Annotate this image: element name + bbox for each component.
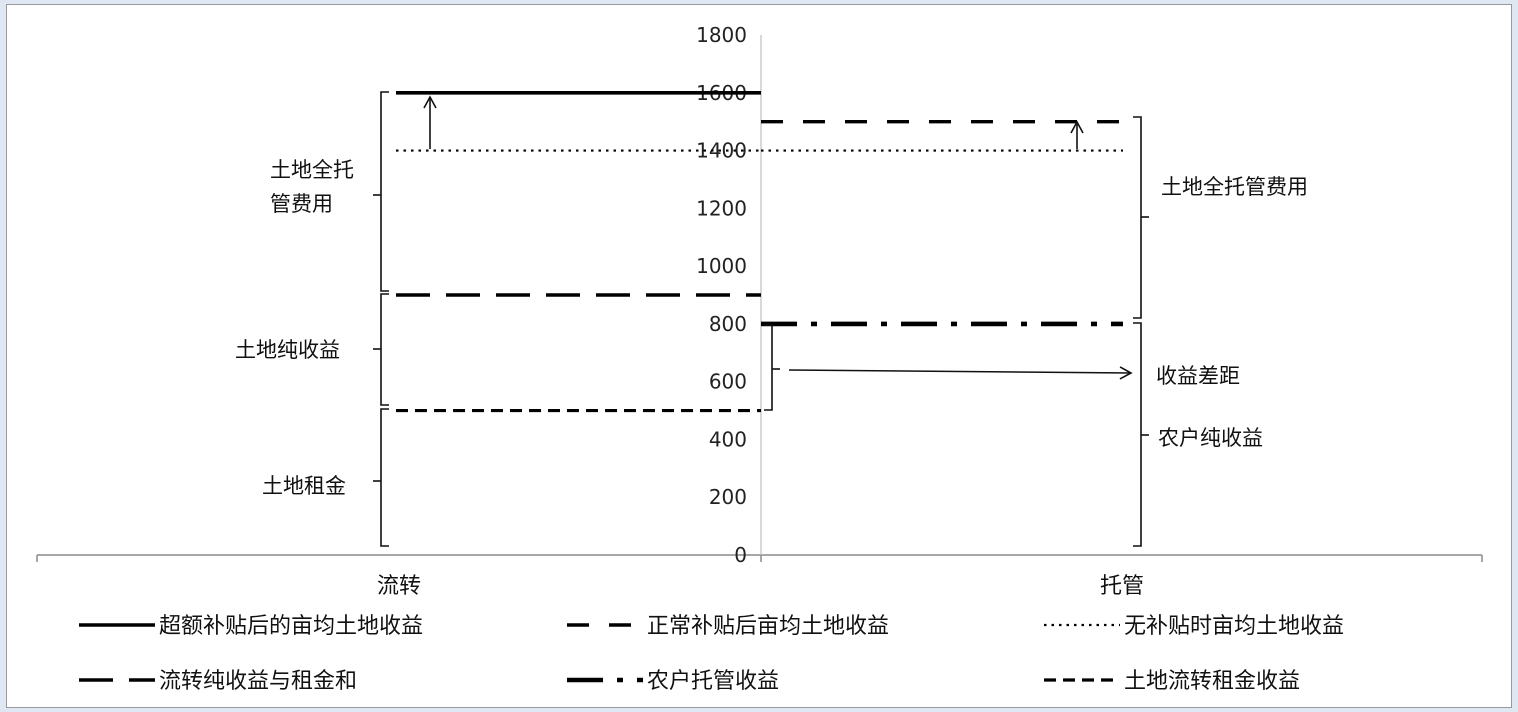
annotation-left-full-fee-line2: 管费用 bbox=[270, 192, 333, 216]
annotation-left-net-income: 土地纯收益 bbox=[235, 338, 340, 362]
brace-right-full-fee bbox=[1133, 116, 1142, 319]
legend-label-2: 正常补贴后亩均土地收益 bbox=[647, 614, 889, 639]
legend-label-6: 土地流转租金收益 bbox=[1124, 669, 1300, 694]
annotation-right-full-fee: 土地全托管费用 bbox=[1161, 175, 1308, 199]
brace-left-full-fee bbox=[380, 91, 389, 292]
y-tick-label-1000: 1000 bbox=[696, 254, 747, 278]
annotation-income-gap: 收益差距 bbox=[1156, 364, 1240, 388]
x-category-label-transfer: 流转 bbox=[377, 574, 421, 599]
annotation-left-full-fee-line1: 土地全托 bbox=[270, 158, 354, 182]
annotation-left-rent: 土地租金 bbox=[262, 474, 346, 498]
arrow-income-gap bbox=[788, 366, 1133, 380]
legend-label-4: 流转纯收益与租金和 bbox=[159, 669, 357, 694]
annotations: 土地全托 管费用 土地纯收益 土地租金 土地全托管费用 收益差距 农户纯收益 bbox=[235, 91, 1308, 547]
x-category-labels: 流转 托管 bbox=[377, 574, 1144, 599]
legend-label-5: 农户托管收益 bbox=[647, 669, 779, 694]
y-tick-label-0: 0 bbox=[734, 543, 747, 567]
y-tick-label-1800: 1800 bbox=[696, 23, 747, 47]
legend-label-1: 超额补贴后的亩均土地收益 bbox=[159, 614, 423, 639]
x-category-label-custody: 托管 bbox=[1100, 574, 1144, 599]
y-tick-label-400: 400 bbox=[709, 427, 747, 451]
brace-income-gap bbox=[764, 324, 773, 411]
brace-left-net-income bbox=[380, 293, 389, 406]
y-tick-label-600: 600 bbox=[709, 370, 747, 394]
annotation-farmer-net-income: 农户纯收益 bbox=[1158, 426, 1263, 450]
legend-label-3: 无补贴时亩均土地收益 bbox=[1124, 614, 1344, 639]
brace-left-rent bbox=[380, 408, 389, 547]
y-tick-label-800: 800 bbox=[709, 312, 747, 336]
brace-right-farmer-net bbox=[1133, 322, 1142, 547]
legend: 超额补贴后的亩均土地收益 正常补贴后亩均土地收益 无补贴时亩均土地收益流转纯收益与租… bbox=[79, 614, 1344, 694]
y-tick-label-1200: 1200 bbox=[696, 196, 747, 220]
y-tick-label-200: 200 bbox=[709, 485, 747, 509]
chart-frame: 0 200 400 600 800 1000 1200 1400 1600 1800 流转 托管 … bbox=[6, 4, 1512, 708]
series-lines bbox=[396, 90, 1123, 413]
axes bbox=[36, 35, 1483, 562]
